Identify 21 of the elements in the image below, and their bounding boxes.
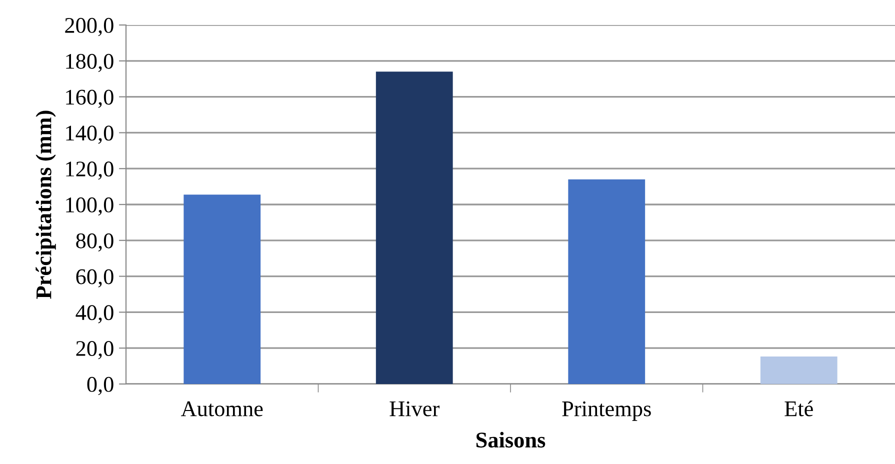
y-tick-label: 20,0: [76, 341, 114, 360]
y-tick-label: 60,0: [76, 269, 114, 288]
y-tick-label: 40,0: [76, 305, 114, 324]
x-axis-title: Saisons: [476, 432, 546, 448]
y-tick-label: 80,0: [76, 233, 114, 252]
y-axis-title: Précipitations (mm): [36, 110, 56, 299]
y-tick-label: 100,0: [66, 197, 114, 216]
x-tick-label: Printemps: [562, 401, 651, 421]
x-tick-label: Eté: [784, 400, 813, 416]
y-tick-label: 0,0: [87, 376, 114, 396]
y-tick-label: 180,0: [66, 54, 114, 72]
x-tick-label: Automne: [180, 401, 263, 416]
y-tick-label: 200,0: [65, 18, 114, 36]
bar: [184, 194, 261, 384]
x-tick-label: Hiver: [390, 401, 440, 416]
y-tick-label: 120,0: [66, 162, 114, 180]
y-tick-label: 140,0: [66, 126, 114, 144]
y-tick-label: 160,0: [66, 90, 114, 108]
bar: [376, 72, 453, 384]
bar: [760, 356, 838, 384]
bar: [568, 179, 646, 384]
